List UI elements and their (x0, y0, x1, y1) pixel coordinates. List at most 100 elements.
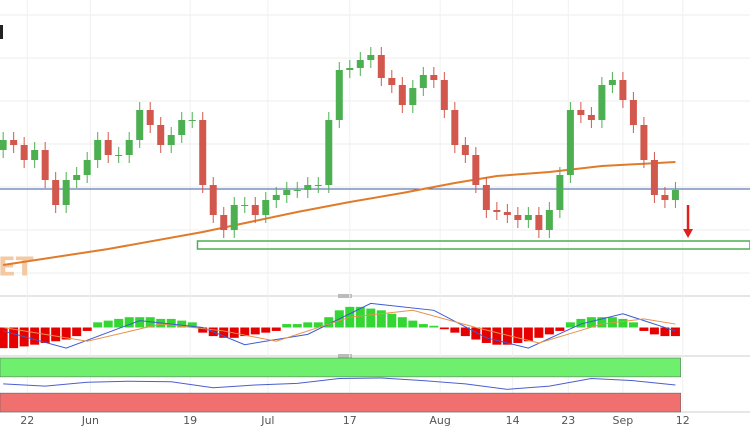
macd-histogram-bar (397, 317, 407, 328)
macd-histogram-bar (544, 327, 554, 335)
candle-body (251, 205, 259, 215)
macd-histogram-bar (114, 318, 124, 328)
candle-body (272, 195, 280, 200)
candle-body (650, 160, 658, 195)
macd-line (3, 302, 676, 349)
macd-histogram-bar (366, 308, 376, 328)
candle-body (31, 150, 39, 160)
candle-body (388, 78, 396, 85)
macd-histogram-bar (292, 324, 302, 328)
candle-body (514, 215, 522, 220)
arrow-head (683, 229, 694, 238)
candle-body (94, 140, 102, 160)
candle-body (41, 150, 49, 180)
rsi-line (3, 377, 676, 390)
macd-histogram-bar (51, 327, 61, 342)
x-tick-label: Jun (81, 414, 99, 427)
candle-body (493, 210, 501, 212)
candle-body (20, 145, 28, 160)
macd-histogram-bar (670, 327, 680, 337)
candle-body (304, 185, 312, 190)
macd-histogram-bar (40, 327, 50, 343)
candle-body (104, 140, 112, 155)
macd-histogram-bar (628, 322, 638, 328)
candle-body (199, 120, 207, 185)
candle-body (577, 110, 585, 115)
x-tick-label: Sep (613, 414, 634, 427)
candle-body (367, 55, 375, 60)
macd-histogram-bar (481, 327, 491, 343)
macd-line (3, 309, 676, 344)
macd-histogram-bar (219, 327, 229, 338)
macd-histogram-bar (177, 320, 187, 328)
macd-histogram-bar (271, 327, 281, 331)
candle-body (209, 185, 217, 215)
candle-body (314, 185, 322, 186)
candle-body (409, 88, 417, 105)
rsi-band (0, 357, 681, 378)
macd-histogram-bar (502, 327, 512, 345)
candle-body (545, 210, 553, 230)
x-tick-label: 23 (561, 414, 575, 427)
candle-body (377, 55, 385, 78)
macd-histogram-bar (586, 317, 596, 328)
macd-histogram-bar (198, 327, 208, 333)
candle-body (482, 185, 490, 210)
macd-histogram-bar (408, 320, 418, 328)
candle-body (472, 155, 480, 185)
macd-histogram-bar (523, 327, 533, 342)
candle-body (293, 190, 301, 191)
macd-histogram-bar (429, 325, 439, 328)
candle-body (640, 125, 648, 160)
candle-body (220, 215, 228, 230)
macd-histogram-bar (649, 327, 659, 335)
macd-histogram-bar (387, 313, 397, 328)
candle-body (535, 215, 543, 230)
candle-body (146, 110, 154, 125)
macd-histogram-bar (576, 318, 586, 328)
candle-body (440, 80, 448, 110)
macd-histogram-bar (376, 310, 386, 328)
candle-body (451, 110, 459, 145)
candle-body (167, 135, 175, 145)
candle-body (671, 190, 679, 200)
candle-body (52, 180, 60, 205)
candle-body (619, 80, 627, 100)
candle-body (230, 205, 238, 230)
candle-body (524, 215, 532, 220)
macd-histogram-bar (103, 320, 113, 328)
macd-histogram-bar (282, 324, 292, 328)
candle-body (157, 125, 165, 145)
candle-body (283, 190, 291, 195)
candle-body (608, 80, 616, 85)
macd-histogram-bar (145, 317, 155, 328)
candle-body (325, 120, 333, 185)
candle-body (356, 60, 364, 68)
candle-body (503, 212, 511, 215)
toolbar-stub (0, 25, 3, 39)
x-tick-label: 22 (20, 414, 34, 427)
candle-body (556, 175, 564, 210)
watermark: ET (0, 253, 34, 283)
macd-histogram-bar (513, 327, 523, 343)
candle-body (346, 68, 354, 70)
macd-histogram-bar (303, 322, 313, 328)
macd-histogram-bar (639, 327, 649, 331)
macd-histogram-bar (93, 322, 103, 328)
macd-histogram-bar (250, 327, 260, 335)
macd-histogram-bar (460, 327, 470, 337)
macd-histogram-bar (597, 317, 607, 328)
candle-body (566, 110, 574, 175)
resize-handle[interactable] (338, 294, 352, 298)
macd-histogram-bar (450, 327, 460, 333)
x-tick-label: 17 (343, 414, 357, 427)
macd-histogram-bar (492, 327, 502, 345)
macd-histogram-bar (0, 327, 8, 349)
candle-body (661, 195, 669, 200)
macd-histogram-bar (61, 327, 71, 340)
resize-handle[interactable] (338, 354, 352, 358)
candle-body (178, 120, 186, 135)
macd-histogram-bar (313, 322, 323, 328)
macd-histogram-bar (324, 317, 334, 328)
candle-body (335, 70, 343, 120)
